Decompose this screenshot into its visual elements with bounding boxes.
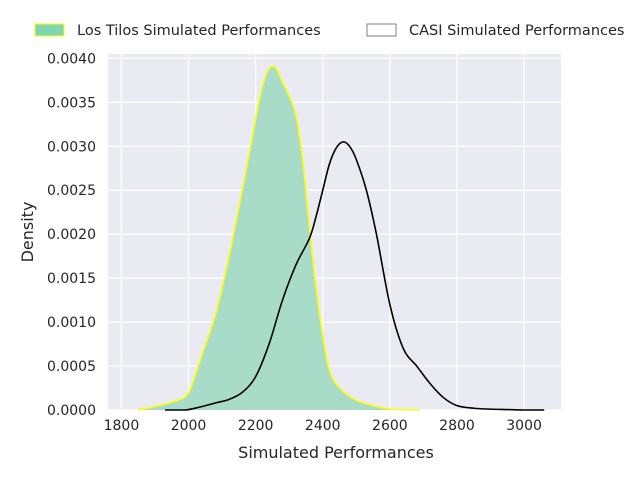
- y-tick-label: 0.0005: [47, 359, 96, 375]
- density-area-los-tilos-simulated-performances: [138, 66, 421, 410]
- series-layer: [138, 65, 545, 411]
- plot-background: [108, 54, 561, 410]
- x-tick-label: 2200: [238, 418, 274, 434]
- y-axis-label: Density: [18, 202, 37, 263]
- axis-ticks: 1800 2000 2200 2400 2600 2800 3000 0.0000 0.0005…: [47, 51, 542, 434]
- x-axis-label: Simulated Performances: [238, 443, 434, 462]
- legend: Los Tilos Simulated Performances CASI Si…: [34, 23, 624, 39]
- y-tick-label: 0.0000: [47, 403, 96, 419]
- legend-swatch-los-tilos: [34, 23, 65, 37]
- y-tick-label: 0.0020: [47, 227, 96, 243]
- x-tick-label: 2000: [171, 418, 207, 434]
- density-line-los-tilos-simulated-performances: [138, 65, 421, 411]
- density-line-casi-simulated-performances: [165, 141, 545, 411]
- y-tick-label: 0.0010: [47, 315, 96, 331]
- legend-label-los-tilos: Los Tilos Simulated Performances: [77, 23, 321, 39]
- y-tick-label: 0.0015: [47, 271, 96, 287]
- y-tick-label: 0.0035: [47, 95, 96, 111]
- grid-lines: [108, 54, 561, 411]
- y-tick-label: 0.0040: [47, 51, 96, 67]
- y-tick-label: 0.0030: [47, 139, 96, 155]
- legend-label-casi: CASI Simulated Performances: [409, 23, 624, 39]
- x-tick-label: 2800: [439, 418, 475, 434]
- x-tick-label: 1800: [104, 418, 140, 434]
- x-tick-label: 2400: [305, 418, 341, 434]
- x-tick-label: 3000: [506, 418, 542, 434]
- y-tick-label: 0.0025: [47, 183, 96, 199]
- legend-swatch-casi: [366, 23, 397, 37]
- x-tick-label: 2600: [372, 418, 408, 434]
